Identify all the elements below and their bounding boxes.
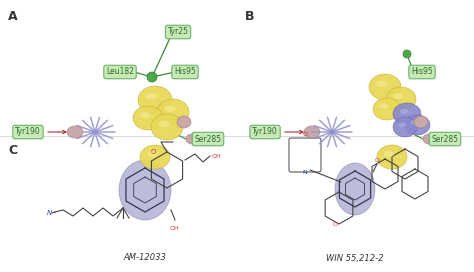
Ellipse shape bbox=[133, 106, 163, 130]
Text: Ser285: Ser285 bbox=[431, 134, 458, 144]
Circle shape bbox=[147, 72, 157, 82]
Text: WIN 55,212-2: WIN 55,212-2 bbox=[326, 254, 384, 262]
Ellipse shape bbox=[384, 151, 394, 157]
Text: N: N bbox=[302, 169, 307, 175]
Ellipse shape bbox=[158, 120, 169, 127]
Ellipse shape bbox=[400, 109, 409, 114]
Text: A: A bbox=[8, 10, 18, 23]
Ellipse shape bbox=[164, 106, 175, 112]
Ellipse shape bbox=[304, 126, 320, 138]
Ellipse shape bbox=[335, 163, 375, 215]
Ellipse shape bbox=[119, 160, 171, 220]
Text: Ser285: Ser285 bbox=[194, 134, 221, 144]
Ellipse shape bbox=[177, 116, 191, 128]
Ellipse shape bbox=[157, 99, 189, 125]
Text: Tyr190: Tyr190 bbox=[252, 128, 278, 137]
Text: N: N bbox=[46, 210, 52, 216]
Ellipse shape bbox=[373, 98, 401, 120]
Text: C: C bbox=[8, 144, 17, 157]
Text: O: O bbox=[332, 221, 337, 227]
Ellipse shape bbox=[146, 93, 157, 100]
Text: OH: OH bbox=[170, 225, 180, 230]
Ellipse shape bbox=[410, 120, 418, 125]
Ellipse shape bbox=[393, 117, 417, 137]
Ellipse shape bbox=[376, 81, 387, 87]
Ellipse shape bbox=[67, 126, 83, 138]
Ellipse shape bbox=[393, 103, 421, 125]
Ellipse shape bbox=[140, 112, 150, 118]
Text: O: O bbox=[150, 149, 155, 155]
Ellipse shape bbox=[379, 104, 389, 109]
Ellipse shape bbox=[423, 134, 435, 144]
Ellipse shape bbox=[369, 74, 401, 100]
Circle shape bbox=[403, 50, 411, 58]
Text: Tyr25: Tyr25 bbox=[168, 27, 189, 36]
Text: Tyr190: Tyr190 bbox=[15, 128, 41, 137]
Ellipse shape bbox=[151, 114, 183, 140]
Ellipse shape bbox=[377, 145, 407, 169]
Text: O: O bbox=[302, 131, 308, 137]
Ellipse shape bbox=[404, 115, 430, 135]
Ellipse shape bbox=[138, 86, 172, 114]
Text: His95: His95 bbox=[174, 67, 196, 76]
Ellipse shape bbox=[414, 116, 428, 128]
Ellipse shape bbox=[386, 87, 416, 111]
Ellipse shape bbox=[147, 151, 157, 157]
Text: Leu182: Leu182 bbox=[106, 67, 134, 76]
Text: His95: His95 bbox=[411, 67, 433, 76]
Text: OH: OH bbox=[212, 153, 222, 159]
Text: O: O bbox=[374, 157, 380, 162]
Ellipse shape bbox=[186, 134, 198, 144]
Ellipse shape bbox=[393, 93, 403, 99]
Ellipse shape bbox=[399, 122, 406, 127]
Ellipse shape bbox=[140, 145, 170, 169]
Text: B: B bbox=[245, 10, 255, 23]
Text: AM-12033: AM-12033 bbox=[124, 254, 166, 262]
